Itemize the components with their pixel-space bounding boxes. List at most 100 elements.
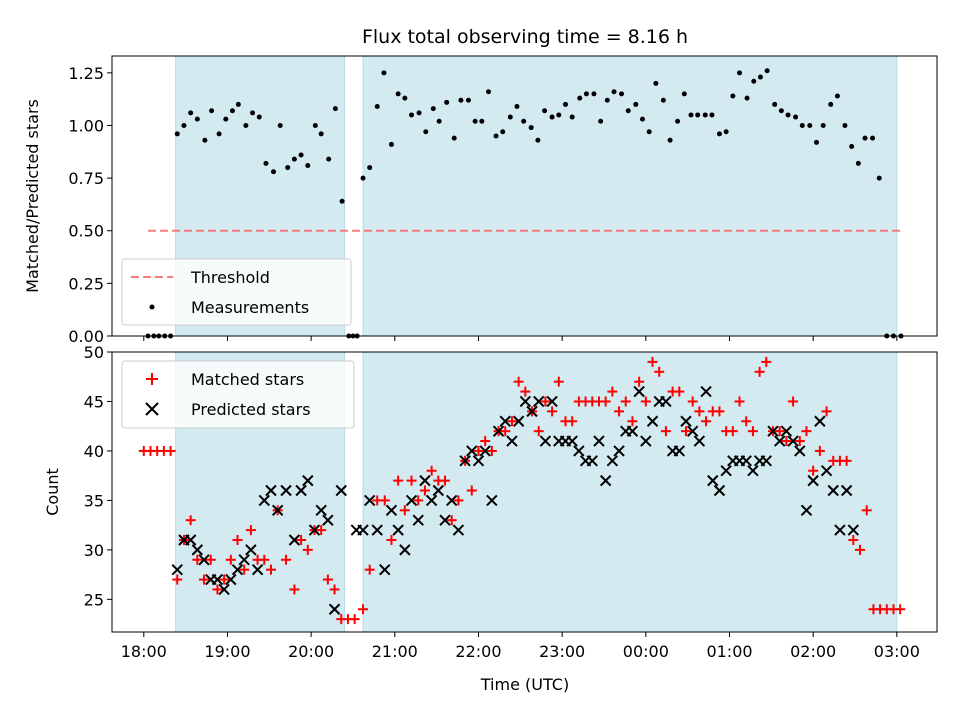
matched-star-point (814, 445, 825, 456)
predicted-star-point (593, 435, 605, 447)
observing-window-2 (363, 56, 897, 336)
matched-star-point (647, 356, 658, 367)
x-tick-label: 00:00 (623, 642, 669, 661)
measurement-point (514, 104, 520, 110)
count-legend-box (121, 360, 355, 429)
x-tick-label: 19:00 (204, 642, 250, 661)
measurement-point (285, 165, 291, 171)
x-tick-label: 23:00 (539, 642, 585, 661)
matched-star-point (821, 406, 832, 417)
predicted-star-point (364, 494, 376, 507)
measurement-point (209, 108, 215, 114)
predicted-star-point (405, 494, 418, 507)
measurement-point (820, 122, 826, 128)
predicted-star-point (773, 435, 786, 447)
matched-star-point (607, 386, 618, 397)
predicted-star-point (780, 425, 793, 437)
count-legend: Matched stars Predicted stars (121, 360, 355, 429)
measurement-point (695, 112, 701, 118)
measurement-point (486, 89, 492, 95)
matched-star-point (289, 584, 300, 595)
chart-title: Flux total observing time = 8.16 h (362, 26, 688, 48)
predicted-star-point (371, 524, 383, 536)
measurement-point (388, 141, 394, 147)
ratio-panel: 0.00 0.25 0.50 0.75 1.00 1.25 Flux total obse… (23, 26, 938, 346)
predicted-star-point (171, 563, 183, 576)
matched-star-point (406, 475, 417, 486)
measurement-point (542, 108, 548, 114)
x-tick-label: 02:00 (790, 642, 836, 661)
predicted-star-point (747, 465, 759, 477)
matched-star-point (205, 554, 216, 565)
matched-star-point (281, 554, 292, 565)
predicted-star-point (834, 524, 846, 536)
x-tick-label: 01:00 (706, 642, 752, 661)
matched-star-point (640, 396, 651, 407)
measurement-points (145, 68, 904, 339)
matched-star-point (567, 416, 578, 427)
measurement-point (332, 106, 338, 112)
predicted-star-point (218, 583, 230, 596)
measurement-point (360, 175, 366, 181)
observing-window-2 (363, 352, 897, 632)
measurement-point (250, 110, 256, 116)
predicted-star-point (787, 435, 799, 447)
measurement-point (479, 118, 485, 124)
matched-star-point (506, 416, 517, 427)
measurement-point (814, 139, 820, 145)
predicted-star-point (280, 484, 292, 497)
matched-star-point (199, 574, 210, 585)
y-tick-label: 25 (84, 590, 104, 609)
matched-star-point (212, 584, 223, 595)
measurement-point (326, 156, 332, 162)
measurement-point (535, 137, 541, 143)
matched-star-point (393, 475, 404, 486)
matched-star-point (259, 554, 270, 565)
measurement-point (876, 175, 882, 181)
measurement-point (688, 112, 694, 118)
y-tick-label: 30 (84, 541, 104, 560)
predicted-stars-points (171, 385, 860, 615)
ratio-legend: Threshold Measurements (121, 258, 352, 326)
predicted-star-point (251, 563, 264, 576)
measurement-point (528, 125, 534, 131)
count-x-ticks: 18:00 19:00 20:00 21:00 22:00 23:00 00:00 01:00… (121, 632, 920, 661)
y-tick-label: 0.75 (68, 169, 104, 188)
measurement-point (416, 110, 422, 116)
measurement-point (374, 104, 380, 110)
predicted-star-point (211, 573, 224, 586)
predicted-star-point (335, 484, 347, 497)
predicted-star-point (265, 484, 277, 497)
matched-star-point (808, 465, 819, 476)
predicted-star-point (486, 494, 498, 507)
x-tick-label: 22:00 (455, 642, 501, 661)
predicted-star-point (599, 474, 612, 487)
matched-star-point (701, 416, 712, 427)
matched-star-point (453, 495, 464, 506)
measurement-point (549, 114, 555, 120)
predicted-star-point (512, 415, 525, 427)
matched-star-point (694, 406, 705, 417)
threshold-legend-label: Threshold (190, 268, 270, 287)
measurement-point (569, 114, 575, 120)
measurement-point (870, 135, 876, 141)
x-axis-label: Time (UTC) (480, 675, 569, 694)
matched-star-point (754, 366, 765, 377)
measurement-point (263, 160, 269, 166)
predicted-star-point (606, 455, 619, 467)
y-tick-label: 1.00 (68, 116, 104, 135)
predicted-star-point (466, 445, 478, 457)
matched-star-point (245, 525, 256, 536)
predicted-star-point (322, 514, 334, 526)
measurement-point (737, 70, 743, 76)
matched-star-point (620, 396, 631, 407)
measurement-point (395, 91, 401, 97)
y-tick-label: 45 (84, 392, 104, 411)
predicted-star-point (533, 395, 545, 408)
predicted-star-point (807, 474, 819, 487)
measurement-point (793, 114, 799, 120)
measurement-point (181, 122, 187, 128)
x-tick-label: 03:00 (874, 642, 920, 661)
matched-star-point (185, 515, 196, 526)
predicted-star-point (385, 504, 398, 517)
